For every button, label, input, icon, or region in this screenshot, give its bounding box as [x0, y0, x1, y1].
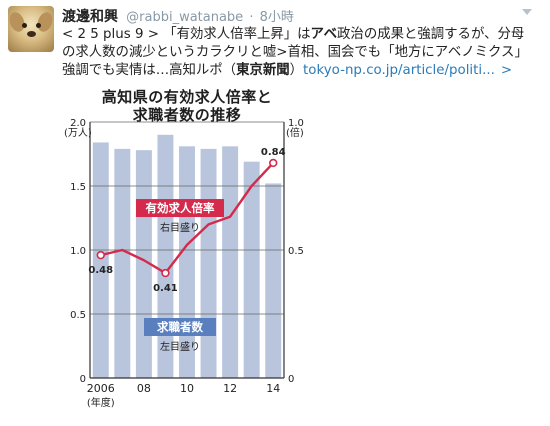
tweet-text: < 2 5 plus 9 > 「有効求人倍率上昇」はアベ政治の成果と強調するが、… [62, 26, 532, 80]
user-name[interactable]: 渡邊和興 [62, 9, 118, 25]
data-label-2006: 0.48 [88, 265, 113, 276]
legend-label-job-seekers: 求職者数 [157, 320, 203, 334]
bar-2014 [265, 183, 282, 378]
bar-2013 [243, 161, 260, 378]
chevron-down-icon[interactable] [522, 9, 532, 15]
bar-2012 [222, 146, 239, 378]
avatar-nose [27, 31, 36, 37]
data-label-2014: 0.84 [261, 147, 286, 158]
line-series-job-ratio [100, 162, 275, 275]
line-point-2006 [96, 250, 105, 260]
legend-note-job-ratio: 右目盛り [160, 221, 200, 234]
avatar[interactable] [8, 6, 54, 52]
chart-title-line-1: 高知県の有効求人倍率と [101, 88, 273, 106]
left-tick-label: 2.0 [70, 118, 86, 129]
right-tick-label: 0 [288, 374, 294, 385]
avatar-eye-left [22, 23, 27, 28]
left-tick-label: 0 [80, 374, 86, 385]
tweet-text-part-3: ） [289, 63, 304, 78]
tweet-text-bold-1: アベ [310, 27, 338, 42]
chart-image[interactable]: 高知県の有効求人倍率と 求職者数の推移 0 0.5 1.0 1.5 2.0 (万人) 0 0.… [64, 84, 310, 414]
chart-svg: 00.51.01.52.0(万人)00.51.0(倍)2006 08 10 12 14(… [64, 118, 304, 409]
x-tick-label: 2006 [87, 382, 115, 395]
x-axis-label: (年度) [87, 396, 115, 409]
avatar-ear-right [35, 10, 54, 34]
legend-box-job-seekers [144, 318, 216, 336]
tweet-text-part-1: < 2 5 plus 9 > 「有効求人倍率上昇」は [62, 27, 311, 42]
x-tick-label: 08 [137, 382, 151, 395]
tweet-header: 渡邊和興 @rabbi_watanabe · 8小時 [62, 6, 294, 26]
right-tick-label: 0.5 [288, 246, 304, 257]
tweet-text-bold-2: 東京新聞 [236, 63, 290, 78]
chevron-right-icon[interactable]: > [500, 63, 513, 78]
data-label-2009: 0.41 [153, 283, 178, 294]
bar-2009 [157, 134, 174, 378]
left-tick-label: 1.5 [70, 182, 86, 193]
header-separator: · [249, 10, 254, 25]
bar-2007 [114, 148, 131, 378]
legend-note-job-seekers: 左目盛り [160, 340, 200, 353]
x-tick-label: 10 [180, 382, 194, 395]
bar-2006 [92, 142, 109, 378]
left-axis-unit: (万人) [64, 127, 92, 139]
line-point-2014 [269, 158, 278, 168]
avatar-eye-right [36, 23, 41, 28]
right-tick-label: 1.0 [288, 118, 304, 129]
left-tick-label: 1.0 [70, 246, 86, 257]
avatar-ear-left [8, 10, 27, 34]
chart-title-line-2: 求職者数の推移 [132, 106, 242, 124]
line-point-2009 [161, 268, 170, 278]
tweet-text-part-2: 政治の成果と強調するが、分母の求人数の減少というカラクリと嘘>首相、国会でも「地… [62, 27, 528, 78]
left-tick-label: 0.5 [70, 310, 86, 321]
x-tick-label: 14 [266, 382, 280, 395]
user-handle[interactable]: @rabbi_watanabe [126, 10, 244, 25]
right-axis-unit: (倍) [286, 126, 304, 139]
bar-2011 [200, 148, 217, 378]
legend-box-job-ratio [136, 199, 224, 218]
legend-label-job-ratio: 有効求人倍率 [146, 201, 215, 215]
tweet-timestamp[interactable]: 8小時 [259, 10, 294, 25]
x-tick-label: 12 [223, 382, 237, 395]
article-link[interactable]: tokyo-np.co.jp/article/politi... [303, 63, 495, 78]
